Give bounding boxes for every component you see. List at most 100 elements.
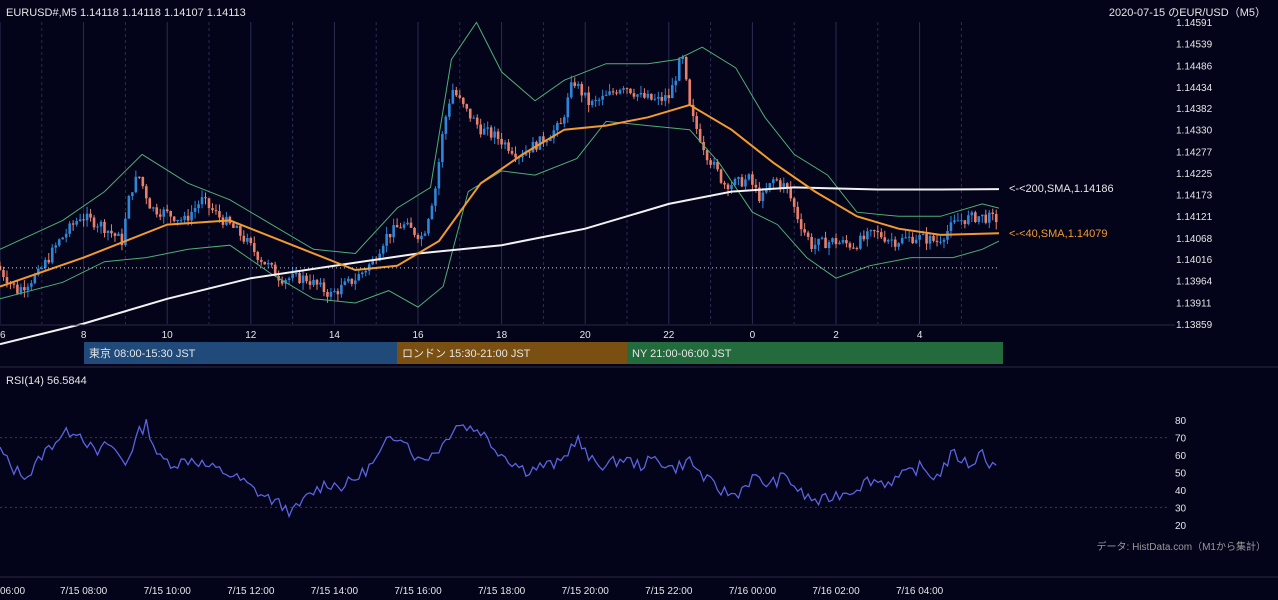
- session-bar: 東京 08:00-15:30 JST ロンドン 15:30-21:00 JST …: [84, 342, 1003, 364]
- candle: [552, 125, 556, 144]
- candle: [667, 88, 671, 104]
- candle: [563, 114, 566, 128]
- candle: [594, 95, 597, 107]
- candle: [165, 204, 169, 214]
- candle: [263, 261, 267, 265]
- candle: [907, 230, 911, 242]
- candle: [475, 114, 479, 129]
- candle: [333, 288, 336, 293]
- price-tick-label: 1.14591: [1176, 18, 1213, 29]
- candle: [61, 236, 64, 240]
- candle: [465, 103, 469, 112]
- candle: [82, 213, 85, 227]
- candle: [542, 132, 545, 148]
- price-tick-label: 1.14382: [1176, 104, 1213, 115]
- candle: [789, 181, 793, 202]
- date-tick-label: 7/16 02:00: [812, 586, 860, 597]
- candle: [416, 233, 420, 243]
- candle: [866, 227, 869, 247]
- candle: [615, 89, 618, 96]
- rsi-tick-label: 40: [1175, 486, 1187, 497]
- candle: [85, 206, 89, 227]
- candle: [145, 184, 148, 205]
- rsi-line: [0, 419, 997, 519]
- candle: [444, 114, 448, 140]
- candle: [57, 238, 61, 248]
- candle: [639, 85, 643, 98]
- candle: [670, 77, 674, 99]
- sma200-label: <-<200,SMA,1.14186: [1009, 183, 1114, 195]
- candle: [852, 242, 855, 250]
- candle: [862, 230, 866, 242]
- hour-tick-label: 22: [663, 330, 675, 341]
- candle: [723, 180, 726, 189]
- hour-tick-label: 20: [580, 330, 592, 341]
- candle: [688, 78, 691, 106]
- candle: [496, 128, 500, 145]
- candle: [900, 234, 904, 245]
- candle: [113, 232, 117, 242]
- candle: [301, 271, 305, 291]
- candle: [744, 174, 747, 190]
- date-tick-label: 7/15 16:00: [394, 586, 442, 597]
- candle: [23, 280, 26, 298]
- candle: [810, 233, 813, 253]
- candle: [455, 86, 458, 98]
- rsi-label: RSI(14) 56.5844: [6, 375, 87, 387]
- hour-tick-label: 10: [162, 330, 174, 341]
- price-tick-label: 1.14434: [1176, 83, 1213, 94]
- candle: [824, 231, 827, 249]
- candle: [16, 279, 19, 295]
- session-london-label: ロンドン 15:30-21:00 JST: [402, 348, 531, 360]
- candle: [848, 241, 852, 251]
- ticker-text: EURUSD#,M5 1.14118 1.14118 1.14107 1.141…: [6, 7, 246, 19]
- candle: [503, 139, 507, 150]
- price-tick-label: 1.14539: [1176, 39, 1213, 50]
- candle: [841, 236, 845, 245]
- hour-tick-label: 8: [81, 330, 87, 341]
- candle: [792, 197, 796, 214]
- candle: [131, 192, 134, 200]
- rsi-reference-lines: [0, 437, 1170, 508]
- candle: [340, 278, 343, 298]
- candle: [632, 88, 636, 100]
- hour-tick-label: 0: [750, 330, 756, 341]
- candle: [319, 277, 322, 288]
- candle: [883, 230, 887, 244]
- candle: [914, 234, 918, 244]
- candle: [618, 88, 622, 95]
- candle: [117, 231, 120, 237]
- candle: [409, 217, 413, 228]
- session-ny-label: NY 21:00-06:00 JST: [632, 348, 732, 360]
- candle: [521, 150, 524, 163]
- candle: [653, 93, 657, 102]
- candle: [925, 227, 928, 251]
- candle: [207, 197, 211, 216]
- candle: [768, 182, 772, 193]
- date-axis: 06:00 7/15 08:00 7/15 10:00 7/15 12:00 7/15 …: [0, 586, 944, 597]
- candle: [441, 131, 444, 168]
- candle: [110, 224, 113, 238]
- candle: [873, 229, 876, 238]
- candle: [99, 219, 103, 234]
- candle: [103, 219, 106, 238]
- candle: [30, 280, 33, 291]
- chart-title: 2020-07-15 のEUR/USD（M5）: [1109, 6, 1266, 19]
- candle: [799, 213, 803, 237]
- candle: [691, 98, 695, 123]
- candle: [214, 204, 218, 215]
- candle: [806, 230, 810, 241]
- candle: [960, 213, 963, 226]
- candle: [434, 186, 437, 212]
- candle: [252, 236, 256, 257]
- candle: [597, 97, 601, 106]
- candle: [733, 177, 737, 187]
- price-tick-label: 1.14225: [1176, 169, 1213, 180]
- candle: [737, 176, 740, 186]
- candle: [935, 234, 939, 247]
- rsi-tick-label: 70: [1175, 434, 1187, 445]
- candle: [360, 271, 364, 278]
- rsi-tick-label: 20: [1175, 521, 1187, 532]
- candle: [705, 148, 709, 165]
